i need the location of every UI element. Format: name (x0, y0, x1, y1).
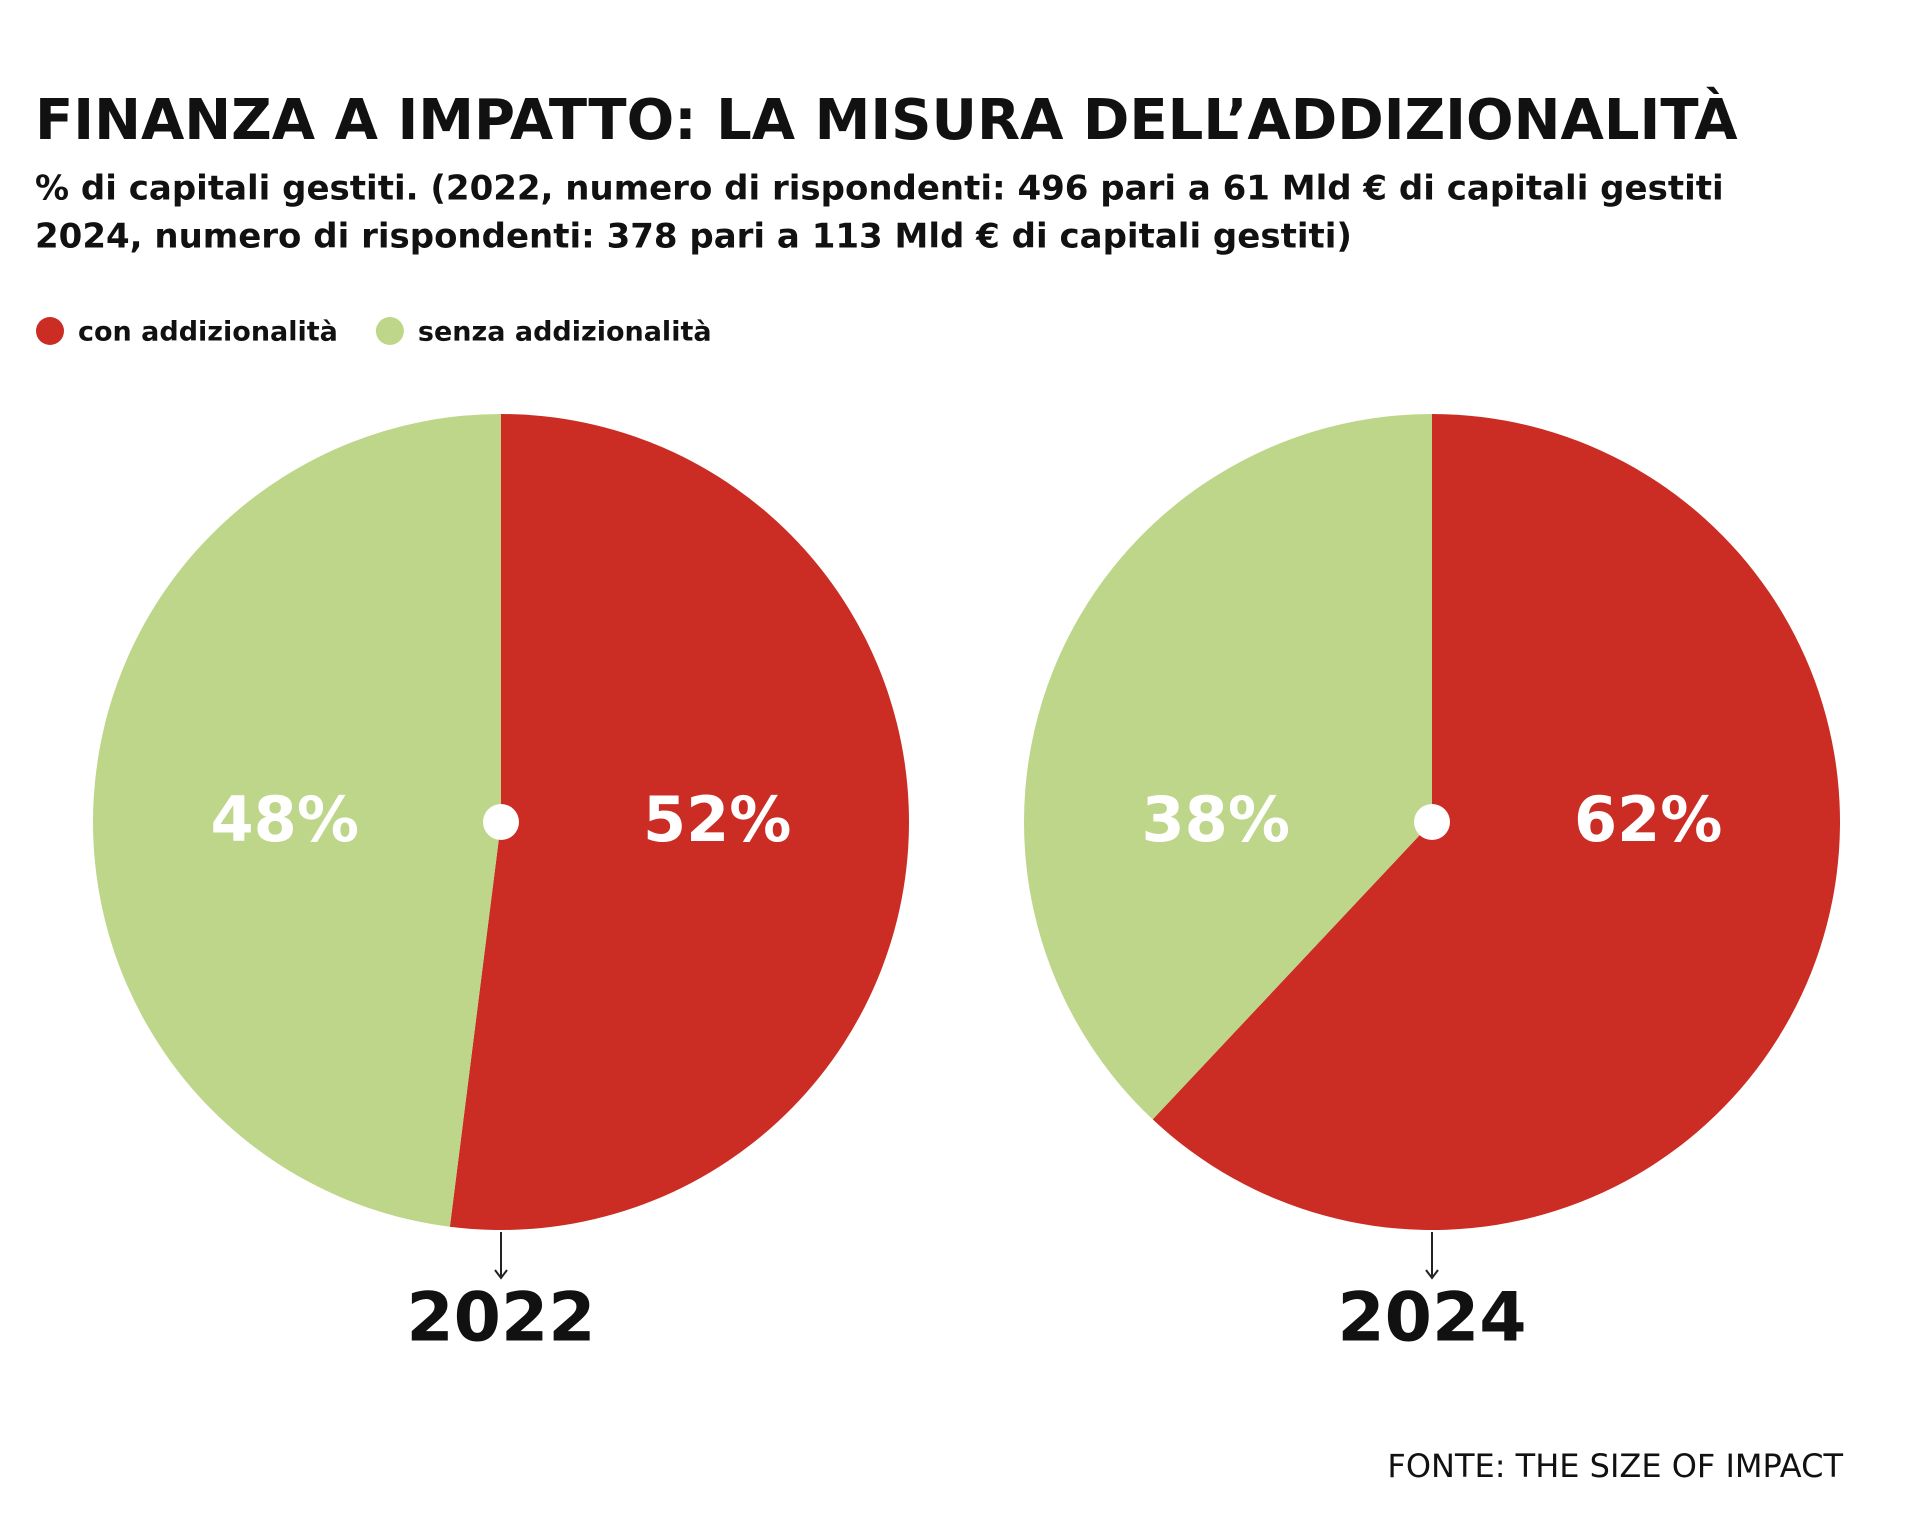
subtitle: % di capitali gestiti. (2022, numero di … (35, 169, 1724, 209)
arrow-head (1425, 1269, 1439, 1280)
legend-swatch (36, 317, 64, 345)
source: FONTE: THE SIZE OF IMPACT (1387, 1447, 1843, 1485)
pie-year-label: 2024 (1337, 1279, 1526, 1358)
legend-label: con addizionalità (78, 317, 338, 348)
pie-year-label: 2022 (406, 1279, 595, 1358)
legend-label: senza addizionalità (418, 317, 712, 348)
center-dot (483, 804, 519, 840)
arrow-head (494, 1269, 508, 1280)
center-dot (1414, 804, 1450, 840)
subtitle: 2024, numero di rispondenti: 378 pari a … (35, 217, 1352, 257)
pie-slice (92, 414, 501, 1227)
pie-slice (449, 414, 909, 1230)
chart-title: FINANZA A IMPATTO: LA MISURA DELL’ADDIZI… (35, 88, 1738, 153)
value-label: 52% (643, 783, 791, 856)
value-label: 38% (1142, 783, 1290, 856)
legend-swatch (375, 317, 404, 345)
pie-slice (1152, 414, 1841, 1230)
value-label: 48% (211, 783, 359, 856)
pie-slice (1024, 414, 1432, 1120)
value-label: 62% (1574, 783, 1722, 856)
